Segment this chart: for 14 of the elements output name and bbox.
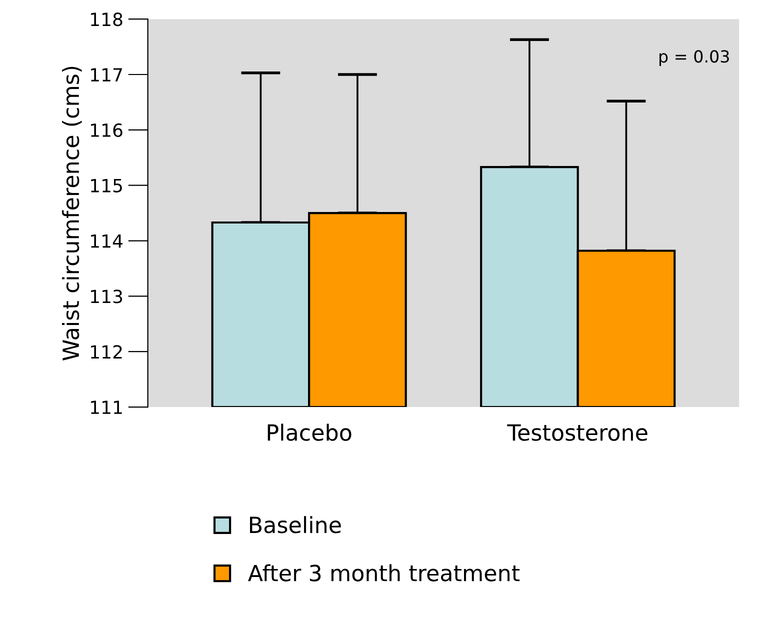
y-tick-label: 111 [91,400,122,414]
annotation: p = 0.03 [659,50,729,66]
y-tick-label: 115 [91,179,122,192]
y-axis-title: Waist circumference (cms) [62,66,82,360]
y-tick-label: 118 [91,12,122,26]
x-tick-label: Testosterone [507,424,648,441]
y-tick-label: 112 [91,345,122,358]
legend-label: Baseline [250,516,341,534]
y-tick-label: 116 [91,123,122,138]
legend-label: After 3 month treatment [248,564,520,582]
y-tick-label: 117 [91,68,122,82]
y-tick-label: 114 [91,234,122,248]
y-tick-label: 113 [91,290,122,304]
x-tick-label: Placebo [268,424,352,441]
